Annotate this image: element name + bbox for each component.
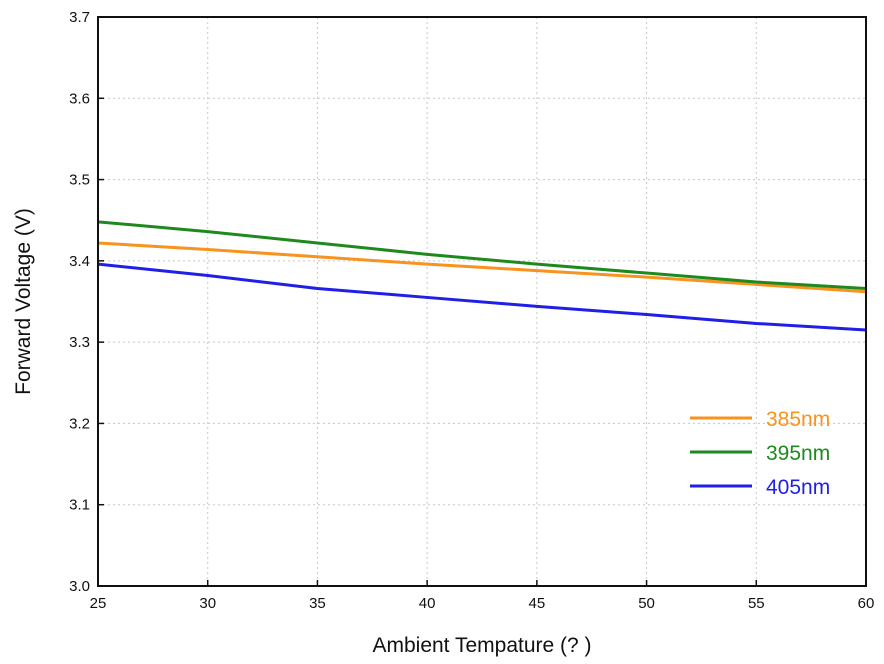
x-tick-label: 45: [529, 595, 546, 612]
plot-frame: [97, 16, 867, 587]
y-tick-label: 3.7: [69, 9, 90, 26]
x-axis-title: Ambient Tempature (? ): [372, 634, 591, 657]
y-tick-label: 3.1: [69, 497, 90, 514]
series-line-395nm: [97, 220, 867, 290]
legend: 385nm 395nm 405nm: [690, 408, 830, 499]
x-tick-label: 35: [309, 595, 326, 612]
y-axis-title: Forward Voltage (V): [12, 208, 35, 395]
x-tick-label: 50: [638, 595, 655, 612]
series-line-405nm: [97, 262, 867, 332]
y-tick-label: 3.2: [69, 415, 90, 432]
series-lines: [97, 220, 867, 332]
x-tick-label: 60: [858, 595, 875, 612]
y-tick-label: 3.0: [69, 578, 90, 595]
y-tick-label: 3.3: [69, 334, 90, 351]
legend-label-405nm: 405nm: [766, 476, 830, 499]
x-tick-label: 40: [419, 595, 436, 612]
legend-label-385nm: 385nm: [766, 408, 830, 431]
y-tick-label: 3.4: [69, 253, 90, 270]
gridlines: [98, 17, 866, 586]
y-tick-label: 3.5: [69, 172, 90, 189]
legend-label-395nm: 395nm: [766, 442, 830, 465]
x-tick-label: 55: [748, 595, 765, 612]
x-tick-label: 25: [90, 595, 107, 612]
y-tick-label: 3.6: [69, 90, 90, 107]
axis-ticks: 25 30 35 40 45 50 55 60 3.0 3.1 3.2 3.3 3.4 3.5 3.6 3.7: [69, 9, 874, 612]
series-line-385nm: [97, 241, 867, 294]
x-tick-label: 30: [199, 595, 216, 612]
